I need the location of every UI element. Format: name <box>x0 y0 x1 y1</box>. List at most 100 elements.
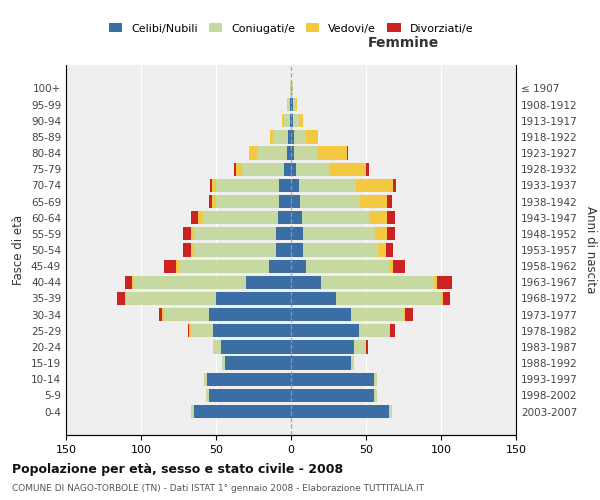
Bar <box>257 146 287 160</box>
Text: Femmine: Femmine <box>368 36 439 50</box>
Legend: Celibi/Nubili, Coniugati/e, Vedovi/e, Divorziati/e: Celibi/Nubili, Coniugati/e, Vedovi/e, Di… <box>104 19 478 38</box>
Bar <box>360 195 387 208</box>
Bar <box>209 389 291 402</box>
Bar <box>347 146 348 160</box>
Bar <box>291 146 294 160</box>
Bar <box>296 162 329 176</box>
Bar <box>291 162 296 176</box>
Bar <box>282 114 284 128</box>
Bar <box>221 340 291 353</box>
Bar <box>317 146 347 160</box>
Bar <box>291 324 359 338</box>
Bar <box>369 211 387 224</box>
Bar <box>293 114 299 128</box>
Bar <box>294 130 306 143</box>
Bar <box>193 244 276 256</box>
Bar <box>176 260 179 273</box>
Bar <box>405 308 413 321</box>
Bar <box>359 324 389 338</box>
Bar <box>291 340 354 353</box>
Bar <box>389 260 393 273</box>
Y-axis label: Anni di nascita: Anni di nascita <box>584 206 597 294</box>
Bar <box>386 244 393 256</box>
Bar <box>279 179 291 192</box>
Bar <box>191 324 213 338</box>
Bar <box>279 195 291 208</box>
Bar <box>441 292 443 305</box>
Bar <box>291 244 303 256</box>
Bar <box>203 211 277 224</box>
Bar <box>212 195 216 208</box>
Bar <box>291 356 351 370</box>
Bar <box>277 211 291 224</box>
Bar <box>291 260 306 273</box>
Bar <box>213 324 291 338</box>
Bar <box>329 162 366 176</box>
Bar <box>225 356 291 370</box>
Bar <box>183 244 191 256</box>
Bar <box>291 227 303 240</box>
Bar <box>162 308 163 321</box>
Bar <box>306 130 318 143</box>
Bar <box>213 340 221 353</box>
Bar <box>291 372 373 386</box>
Bar <box>288 130 291 143</box>
Bar <box>293 98 296 111</box>
Bar <box>390 324 395 338</box>
Bar <box>291 195 300 208</box>
Bar <box>204 372 207 386</box>
Bar <box>378 244 386 256</box>
Bar <box>291 389 373 402</box>
Bar <box>291 130 294 143</box>
Bar <box>354 340 366 353</box>
Text: Popolazione per età, sesso e stato civile - 2008: Popolazione per età, sesso e stato civil… <box>12 462 343 475</box>
Bar <box>299 179 355 192</box>
Bar <box>351 308 404 321</box>
Text: COMUNE DI NAGO-TORBOLE (TN) - Dati ISTAT 1° gennaio 2008 - Elaborazione TUTTITAL: COMUNE DI NAGO-TORBOLE (TN) - Dati ISTAT… <box>12 484 424 493</box>
Bar <box>387 227 395 240</box>
Bar <box>191 244 193 256</box>
Bar <box>321 276 433 289</box>
Bar <box>303 227 375 240</box>
Bar <box>287 98 290 111</box>
Bar <box>205 389 209 402</box>
Bar <box>207 372 291 386</box>
Bar <box>179 260 269 273</box>
Bar <box>132 276 133 289</box>
Bar <box>299 114 303 128</box>
Bar <box>193 405 291 418</box>
Bar <box>273 130 288 143</box>
Bar <box>209 195 212 208</box>
Bar <box>246 276 291 289</box>
Bar <box>216 292 291 305</box>
Bar <box>291 308 351 321</box>
Bar <box>125 292 126 305</box>
Bar <box>300 195 360 208</box>
Bar <box>163 260 176 273</box>
Bar <box>433 276 437 289</box>
Bar <box>269 260 291 273</box>
Bar <box>291 211 302 224</box>
Bar <box>191 405 193 418</box>
Bar <box>387 195 392 208</box>
Bar <box>222 356 225 370</box>
Bar <box>373 389 377 402</box>
Bar <box>270 130 273 143</box>
Bar <box>276 227 291 240</box>
Bar <box>294 146 317 160</box>
Bar <box>375 227 387 240</box>
Bar <box>366 340 367 353</box>
Bar <box>163 308 209 321</box>
Bar <box>234 162 235 176</box>
Bar <box>291 292 336 305</box>
Bar <box>209 308 291 321</box>
Bar <box>193 227 276 240</box>
Bar <box>235 162 241 176</box>
Bar <box>389 324 390 338</box>
Bar <box>126 292 216 305</box>
Bar <box>191 211 198 224</box>
Bar <box>290 114 291 128</box>
Bar <box>336 292 441 305</box>
Bar <box>249 146 257 160</box>
Bar <box>125 276 132 289</box>
